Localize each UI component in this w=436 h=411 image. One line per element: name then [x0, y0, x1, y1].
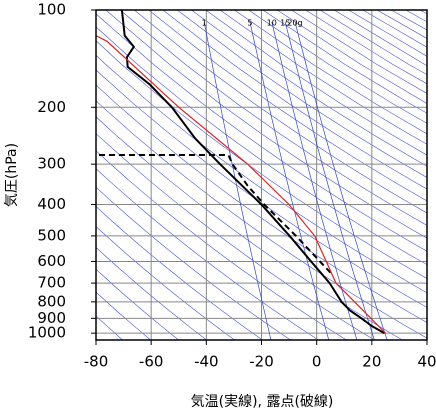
- y-axis-label: 気圧(hPa): [4, 143, 20, 207]
- dry-adiabat: [96, 40, 427, 279]
- mixing-ratio-label: 10: [267, 19, 277, 28]
- x-tick-label: 20: [362, 353, 381, 371]
- y-tick-label: 800: [37, 292, 66, 310]
- dry-adiabat: [96, 84, 427, 323]
- mixing-ratio-line: [284, 21, 375, 340]
- dry-adiabat: [105, 10, 427, 239]
- y-tick-label: 1000: [28, 324, 66, 342]
- mixing-ratio-label: 15: [280, 19, 290, 28]
- dry-adiabat: [276, 10, 427, 104]
- x-tick-label: 40: [417, 353, 436, 371]
- dry-adiabat: [96, 69, 427, 308]
- mixing-ratio-label: 20g: [287, 19, 302, 28]
- dry-adiabat: [96, 116, 403, 340]
- dry-adiabat: [362, 10, 427, 48]
- profile-line: [120, 10, 385, 335]
- x-tick-label: -60: [139, 353, 164, 371]
- y-tick-label: 400: [37, 195, 66, 213]
- y-tick-label: 900: [37, 309, 66, 327]
- dry-adiabat: [162, 10, 427, 190]
- dry-adiabat: [96, 133, 375, 340]
- x-tick-label: -80: [84, 353, 109, 371]
- dry-adiabat: [96, 268, 179, 340]
- mixing-ratio-label: 5: [247, 19, 252, 28]
- dry-adiabat: [205, 10, 427, 156]
- profile-line: [96, 154, 332, 274]
- x-axis-label: 気温(実線), 露点(破線): [191, 394, 334, 410]
- plot-area: [96, 10, 427, 340]
- dry-adiabat: [96, 206, 263, 340]
- mixing-ratio-line: [294, 21, 388, 340]
- dry-adiabat: [96, 168, 319, 340]
- y-tick-label: 700: [37, 274, 66, 292]
- dry-adiabat: [262, 10, 427, 114]
- dry-adiabat: [177, 10, 427, 178]
- dry-adiabat: [96, 100, 427, 339]
- x-tick-label: -40: [194, 353, 219, 371]
- dry-adiabat: [148, 10, 427, 202]
- y-tick-label: 500: [37, 226, 66, 244]
- y-tick-label: 300: [37, 155, 66, 173]
- dry-adiabat: [219, 10, 427, 145]
- mixing-ratio-line: [203, 21, 272, 340]
- dry-adiabat: [291, 10, 427, 94]
- y-tick-label: 100: [37, 1, 66, 19]
- dry-adiabat: [96, 226, 235, 340]
- dry-adiabat: [96, 315, 123, 340]
- dry-adiabat: [134, 10, 427, 214]
- dry-adiabat: [119, 10, 427, 226]
- y-tick-label: 600: [37, 252, 66, 270]
- dry-adiabat: [96, 291, 151, 340]
- x-tick-label: 0: [312, 353, 322, 371]
- profile-line: [96, 35, 387, 334]
- dry-adiabat: [405, 10, 427, 23]
- x-tick-label: -20: [249, 353, 274, 371]
- mixing-ratio-label: 1: [202, 19, 207, 28]
- y-tick-label: 200: [37, 98, 66, 116]
- dry-adiabat: [96, 150, 347, 340]
- dry-adiabat: [96, 186, 291, 340]
- dry-adiabat: [191, 10, 427, 167]
- dry-adiabat: [96, 247, 207, 340]
- dry-adiabat: [96, 26, 427, 266]
- mixing-ratio-line: [271, 21, 358, 340]
- dry-adiabat: [96, 13, 427, 252]
